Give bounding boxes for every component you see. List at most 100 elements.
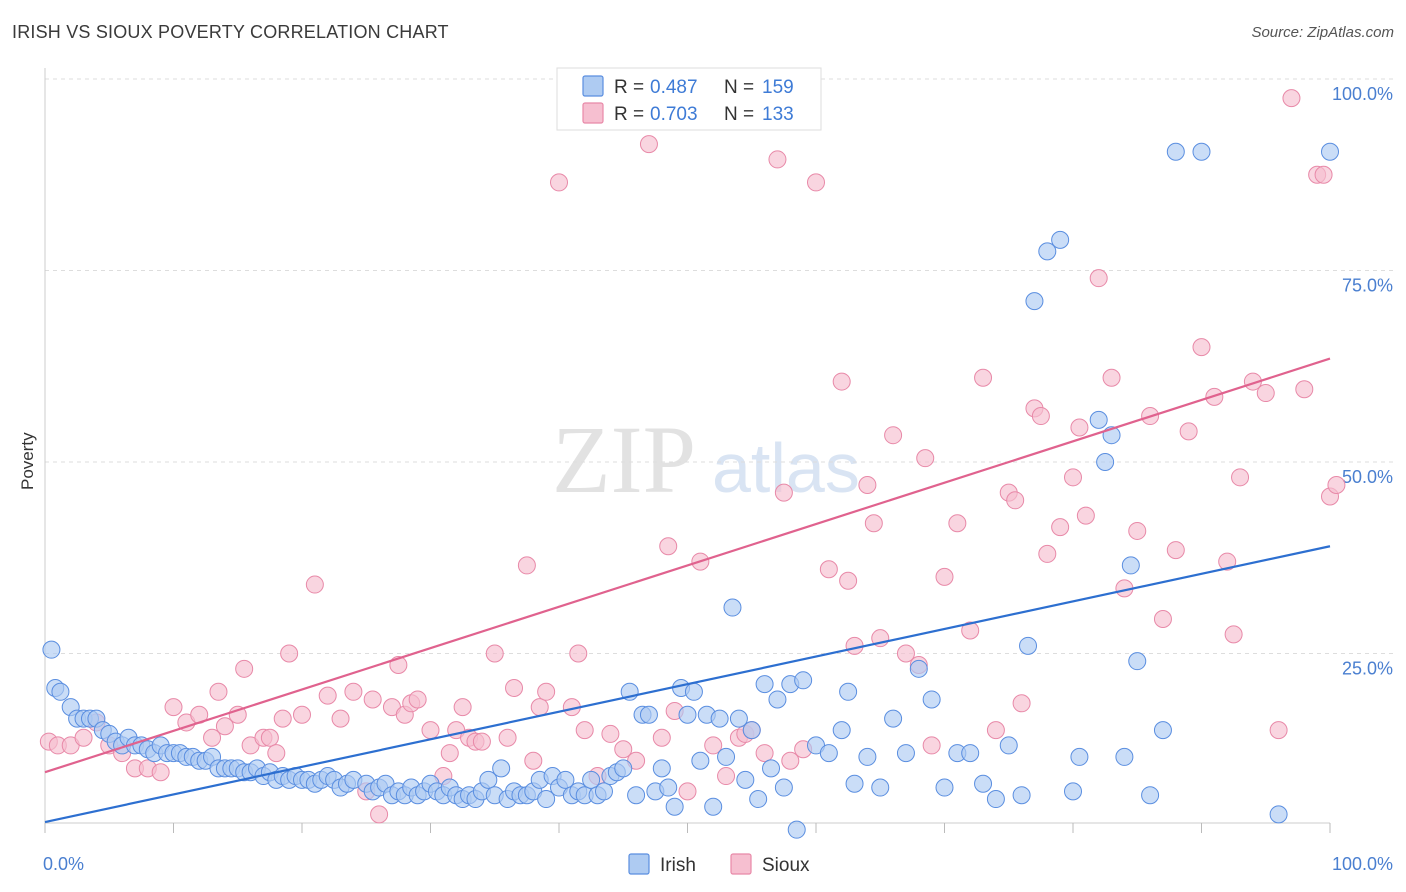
sioux-point [1231, 468, 1250, 487]
irish-point [749, 790, 768, 809]
irish-point [639, 705, 658, 724]
sioux-point [1076, 506, 1095, 525]
irish-point [819, 744, 838, 763]
sioux-point [472, 732, 491, 751]
sioux-point [1282, 89, 1301, 108]
y-axis-label: Poverty [18, 432, 37, 490]
irish-point [492, 759, 511, 778]
sioux-point [209, 682, 228, 701]
irish-point [1051, 230, 1070, 249]
irish-trend-line [44, 545, 1331, 824]
y-tick-label: 100.0% [1332, 84, 1393, 104]
irish-point [582, 770, 601, 789]
x-tick-label: 100.0% [1332, 854, 1393, 874]
sioux-point [524, 751, 543, 770]
sioux-point [1166, 541, 1185, 560]
irish-point [1141, 786, 1160, 805]
irish-point [935, 778, 954, 797]
bottom-legend-label-sioux: Sioux [762, 855, 810, 876]
sioux-point [659, 537, 678, 556]
sioux-point [774, 483, 793, 502]
sioux-point [453, 698, 472, 717]
irish-point [871, 778, 890, 797]
irish-point [736, 770, 755, 789]
irish-point [1012, 786, 1031, 805]
sioux-point [421, 721, 440, 740]
irish-point [684, 682, 703, 701]
sioux-point [717, 767, 736, 786]
sioux-point [1192, 338, 1211, 357]
irish-point [858, 747, 877, 766]
sioux-point [498, 728, 517, 747]
sioux-point [1295, 380, 1314, 399]
sioux-trend-line [44, 357, 1331, 774]
irish-point [986, 790, 1005, 809]
sioux-point [164, 698, 183, 717]
sioux-point [260, 728, 279, 747]
irish-point [896, 744, 915, 763]
tick-labels: 25.0% 50.0% 75.0% 100.0% 0.0% 100.0% [43, 84, 1393, 874]
legend-n-value-irish: 159 [762, 77, 794, 98]
trend-lines [44, 357, 1331, 824]
source-note: Source: ZipAtlas.com [1251, 24, 1394, 41]
irish-point [787, 820, 806, 839]
irish-point [1121, 556, 1140, 575]
sioux-point [832, 372, 851, 391]
legend-n-label-irish: N = [724, 77, 754, 98]
sioux-point [807, 173, 825, 192]
bottom-legend-swatch-sioux [730, 853, 752, 875]
irish-point [710, 709, 729, 728]
sioux-point [819, 560, 838, 579]
legend-n-label-sioux: N = [724, 104, 754, 125]
sioux-point [935, 567, 954, 586]
sioux-point [517, 556, 536, 575]
irish-point [794, 671, 813, 690]
sioux-point [678, 782, 697, 801]
irish-point [1019, 636, 1038, 655]
sioux-point [1070, 418, 1089, 437]
legend-n-value-sioux: 133 [762, 104, 794, 125]
irish-point [845, 774, 864, 793]
sioux-point [961, 621, 980, 640]
irish-point [832, 721, 851, 740]
legend: R = 0.487 N = 159 R = 0.703 N = 133 [556, 67, 822, 131]
irish-point [537, 790, 556, 809]
sioux-point [1153, 610, 1172, 629]
sioux-point [1256, 384, 1275, 403]
sioux-point [305, 575, 324, 594]
sioux-point [1327, 475, 1346, 494]
sioux-points [39, 89, 1346, 824]
bottom-legend-label-irish: Irish [660, 855, 696, 876]
irish-point [1025, 292, 1044, 311]
sioux-point [440, 744, 459, 763]
irish-point [1038, 242, 1057, 261]
sioux-point [505, 678, 524, 697]
sioux-point [884, 426, 903, 445]
sioux-point [858, 475, 877, 494]
legend-r-value-sioux: 0.703 [650, 104, 698, 125]
irish-point [1269, 805, 1288, 824]
sioux-point [974, 368, 993, 387]
irish-point [479, 770, 498, 789]
sioux-point [755, 744, 774, 763]
irish-point [1153, 721, 1172, 740]
irish-point [974, 774, 993, 793]
bottom-legend-swatch-irish [628, 853, 650, 875]
y-tick-label: 50.0% [1342, 467, 1393, 487]
sioux-point [273, 709, 292, 728]
sioux-point [344, 682, 363, 701]
irish-point [999, 736, 1018, 755]
irish-point [884, 709, 903, 728]
irish-point [922, 690, 941, 709]
sioux-point [652, 728, 671, 747]
legend-swatch-irish [582, 75, 604, 97]
sioux-point [1179, 422, 1198, 441]
irish-point [42, 640, 61, 659]
sioux-point [408, 690, 427, 709]
sioux-point [704, 736, 723, 755]
sioux-point [537, 682, 556, 701]
x-tick-label: 0.0% [43, 854, 84, 874]
irish-point [723, 598, 742, 617]
sioux-point [1102, 368, 1121, 387]
sioux-point [1128, 521, 1147, 540]
